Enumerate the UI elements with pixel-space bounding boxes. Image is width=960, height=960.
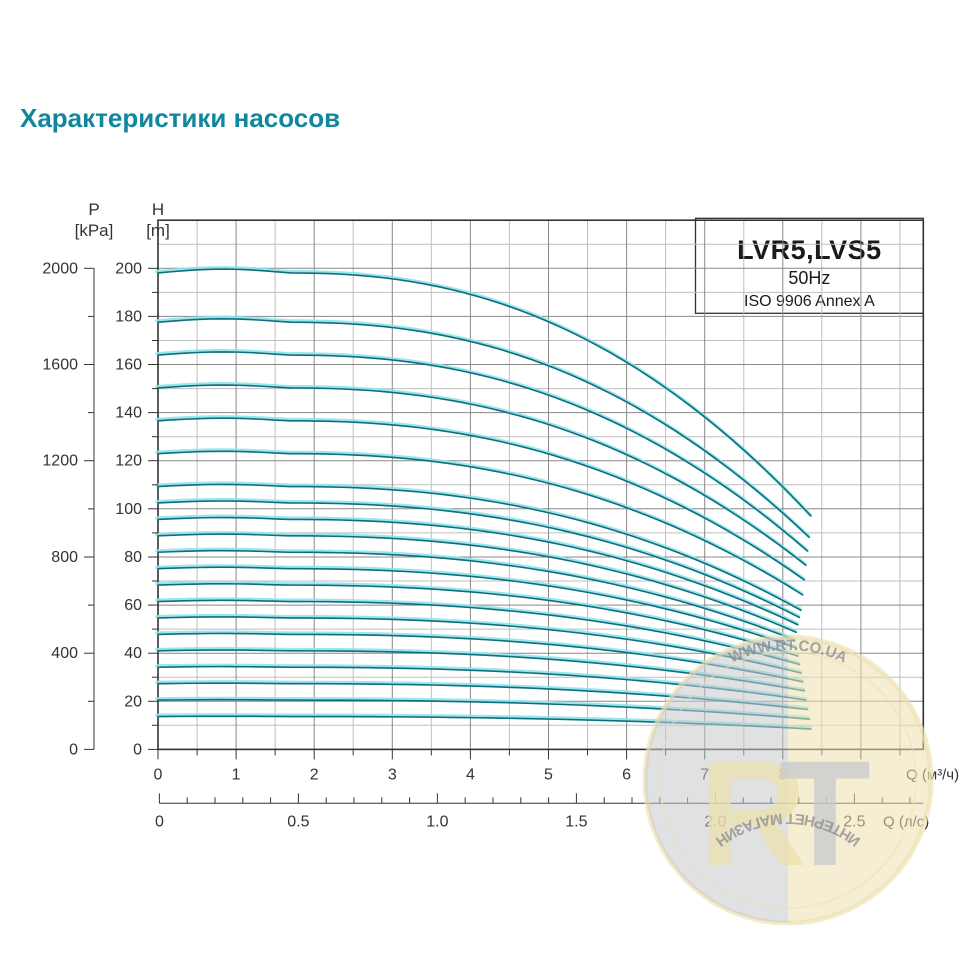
svg-text:60: 60 [124,597,142,614]
svg-text:50Hz: 50Hz [788,268,830,288]
svg-text:160: 160 [115,357,142,374]
svg-text:20: 20 [124,693,142,710]
svg-text:P: P [88,200,99,219]
svg-text:0: 0 [155,813,164,830]
svg-text:1.5: 1.5 [565,813,587,830]
svg-text:LVR5,LVS5: LVR5,LVS5 [737,235,882,265]
svg-text:0: 0 [154,766,163,783]
svg-text:120: 120 [115,453,142,470]
svg-text:2: 2 [310,766,319,783]
svg-text:40: 40 [124,645,142,662]
svg-text:1: 1 [232,766,241,783]
svg-text:800: 800 [51,549,78,566]
svg-text:6: 6 [622,766,631,783]
svg-text:5: 5 [544,766,553,783]
svg-text:2000: 2000 [42,260,78,277]
svg-text:[kPa]: [kPa] [75,221,114,240]
svg-text:0.5: 0.5 [287,813,309,830]
svg-text:0: 0 [133,741,142,758]
svg-text:100: 100 [115,501,142,518]
svg-text:0: 0 [69,741,78,758]
svg-text:1600: 1600 [42,357,78,374]
svg-text:ISO 9906 Annex A: ISO 9906 Annex A [744,293,875,310]
svg-text:4: 4 [466,766,475,783]
svg-text:3: 3 [388,766,397,783]
svg-text:80: 80 [124,549,142,566]
svg-text:200: 200 [115,260,142,277]
svg-text:H: H [152,200,164,219]
svg-text:400: 400 [51,645,78,662]
svg-text:1200: 1200 [42,453,78,470]
svg-text:1.0: 1.0 [426,813,448,830]
svg-text:140: 140 [115,405,142,422]
svg-text:180: 180 [115,308,142,325]
